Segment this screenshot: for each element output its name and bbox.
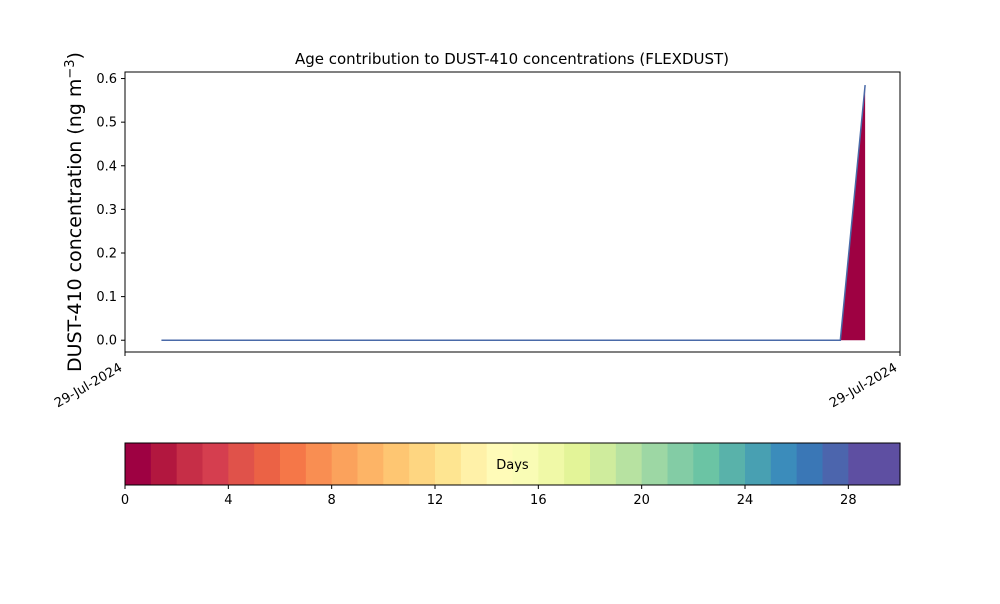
colorbar-tick-label: 8 [328, 493, 336, 508]
colorbar-segment [331, 443, 359, 485]
y-tick-label: 0.5 [96, 116, 117, 131]
colorbar-segment [512, 443, 539, 485]
y-tick-label: 0.3 [96, 203, 117, 218]
colorbar-segment [538, 443, 565, 485]
colorbar-segment [383, 443, 410, 485]
colorbar-tick-label: 24 [737, 493, 754, 508]
colorbar-segment [202, 443, 229, 485]
colorbar-segment [796, 443, 824, 485]
colorbar-segment [564, 443, 591, 485]
colorbar-segment [693, 443, 720, 485]
y-axis-label-sup: −3 [63, 59, 78, 78]
colorbar-label: Days [496, 458, 529, 473]
colorbar-segment [770, 443, 798, 485]
colorbar-segment [305, 443, 333, 485]
plot-area: 0.00.10.20.30.40.50.629-Jul-2024 29-Jul-2… [52, 71, 901, 411]
colorbar-tick-label: 0 [121, 493, 129, 508]
colorbar-segment [822, 443, 849, 485]
total-line-0 [161, 85, 866, 341]
colorbar-segment [667, 443, 694, 485]
area-series-0 [161, 85, 866, 341]
y-axis-label-main: DUST-410 concentration (ng m [64, 79, 86, 372]
y-tick-label: 0.6 [96, 72, 117, 87]
colorbar-tick-label: 28 [840, 493, 857, 508]
colorbar-tick-label: 16 [530, 493, 547, 508]
colorbar-segment [848, 443, 875, 485]
y-axis-label: DUST-410 concentration (ng m−3) [63, 52, 87, 372]
colorbar-frame [124, 442, 901, 486]
colorbar-segment [615, 443, 643, 485]
chart-title: Age contribution to DUST-410 concentrati… [295, 50, 729, 68]
y-tick-label: 0.4 [96, 159, 117, 174]
colorbar-segment [254, 443, 281, 485]
colorbar-segment [874, 443, 901, 485]
colorbar-segment [150, 443, 178, 485]
colorbar-segment [176, 443, 204, 485]
colorbar-segment [228, 443, 255, 485]
plot-frame [124, 71, 901, 353]
colorbar-segment [125, 443, 152, 485]
y-axis-label-tail: ) [64, 52, 86, 59]
colorbar-tick-label: 20 [633, 493, 650, 508]
y-tick-label: 0.2 [96, 246, 117, 261]
x-tick-label: 29-Jul-2024 [827, 360, 900, 411]
colorbar-segment [435, 443, 462, 485]
y-tick-label: 0.0 [96, 334, 117, 349]
colorbar-segment [409, 443, 436, 485]
colorbar-segment [280, 443, 307, 485]
y-tick-label: 0.1 [96, 290, 117, 305]
colorbar-tick-label: 12 [427, 493, 444, 508]
colorbar-tick-label: 4 [224, 493, 232, 508]
colorbar-segment [486, 443, 514, 485]
colorbar-segment [719, 443, 746, 485]
colorbar-segment [745, 443, 772, 485]
colorbar-segment [590, 443, 617, 485]
colorbar-segment [641, 443, 669, 485]
colorbar-segment [460, 443, 488, 485]
colorbar: 0 4 8 12 16 20 24 28 Days [121, 442, 901, 508]
colorbar-segment [357, 443, 384, 485]
